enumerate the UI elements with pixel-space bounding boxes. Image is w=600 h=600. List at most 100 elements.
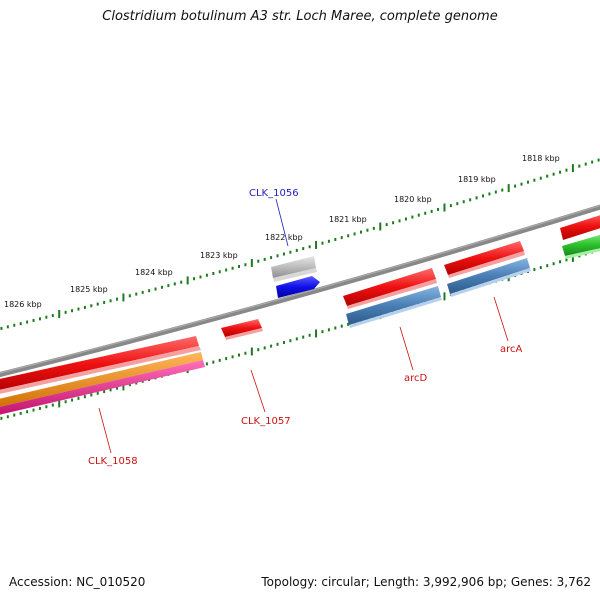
- ruler-minor-tick: [302, 335, 305, 339]
- ruler-minor-tick: [244, 263, 247, 267]
- gene-red-left: [0, 336, 201, 394]
- ruler-minor-tick: [205, 362, 208, 366]
- ruler-minor-tick: [437, 207, 440, 211]
- gene-arcd-steel: [346, 286, 442, 328]
- ruler-minor-tick: [282, 252, 285, 256]
- ruler-minor-tick: [26, 410, 29, 414]
- gene-orange-left: [0, 352, 203, 407]
- ruler-major-tick: [315, 329, 318, 338]
- ruler-minor-tick: [257, 348, 260, 352]
- genome-backbone-highlight: [0, 204, 600, 374]
- ruler-minor-tick: [180, 280, 183, 284]
- genome-backbone: [0, 204, 600, 378]
- ruler-minor-tick: [462, 200, 465, 204]
- ruler-minor-tick: [218, 270, 221, 274]
- ruler-major-tick: [507, 184, 510, 193]
- ruler-minor-tick: [327, 328, 330, 332]
- ruler-minor-tick: [449, 204, 452, 208]
- ruler-minor-tick: [308, 245, 311, 249]
- ruler-minor-tick: [103, 300, 106, 304]
- leader-clk-1058: [98, 407, 112, 454]
- ruler-minor-tick: [347, 322, 350, 326]
- gene-clk-1056-blue: [276, 276, 320, 298]
- ruler-major-tick: [571, 164, 574, 173]
- ruler-minor-tick: [19, 322, 22, 326]
- ruler-minor-tick: [116, 386, 118, 390]
- ruler-minor-tick: [520, 182, 523, 186]
- ruler-minor-tick: [109, 388, 112, 392]
- ruler-minor-tick: [514, 184, 517, 188]
- ruler-minor-tick: [71, 398, 74, 402]
- ruler-minor-tick: [32, 318, 35, 322]
- ruler-minor-tick: [270, 344, 273, 348]
- ruler-minor-tick: [77, 396, 80, 400]
- ruler-minor-tick: [295, 248, 298, 252]
- gene-arca-steel: [447, 258, 531, 297]
- ruler-minor-tick: [469, 198, 472, 202]
- ruler-minor-tick: [263, 346, 266, 350]
- ruler-major-tick: [58, 399, 61, 408]
- ruler-minor-tick: [539, 266, 542, 270]
- ruler-minor-tick: [456, 202, 459, 206]
- ruler-minor-tick: [64, 310, 67, 314]
- ruler-minor-tick: [270, 256, 273, 260]
- ruler-minor-tick: [128, 383, 131, 387]
- ruler-major-tick: [443, 292, 446, 301]
- ruler-minor-tick: [308, 333, 311, 337]
- ruler-minor-tick: [38, 317, 41, 321]
- ruler-minor-tick: [334, 326, 337, 330]
- ruler-minor-tick: [225, 268, 228, 272]
- ruler-minor-tick: [96, 302, 99, 306]
- ruler-minor-tick: [244, 351, 247, 355]
- ruler-minor-tick: [533, 178, 536, 182]
- ruler-minor-tick: [340, 236, 343, 240]
- ruler-minor-tick: [526, 180, 529, 184]
- ruler-minor-tick: [45, 315, 48, 319]
- ruler-minor-tick: [578, 164, 581, 168]
- ruler-minor-tick: [565, 258, 568, 262]
- ruler-minor-tick: [13, 413, 16, 417]
- ruler-minor-tick: [263, 257, 266, 261]
- ruler-minor-tick: [116, 297, 118, 301]
- ruler-minor-tick: [128, 294, 131, 298]
- ruler-label: 1819 kbp: [458, 175, 496, 184]
- ruler-major-tick: [443, 203, 446, 212]
- ruler-minor-tick: [83, 395, 86, 399]
- ruler-label: 1820 kbp: [394, 195, 432, 204]
- ruler-minor-tick: [148, 289, 151, 293]
- ruler-minor-tick: [404, 217, 407, 221]
- ruler-minor-tick: [417, 213, 420, 217]
- ruler-major-tick: [379, 222, 382, 231]
- ruler-label: 1826 kbp: [4, 300, 42, 309]
- ruler-minor-tick: [205, 273, 208, 277]
- ruler-minor-tick: [546, 174, 549, 178]
- accession-text: Accession: NC_010520: [9, 575, 146, 589]
- ruler-major-tick: [250, 258, 253, 267]
- ruler-minor-tick: [212, 271, 215, 275]
- gene-label-clk-1058: CLK_1058: [88, 456, 138, 467]
- ruler-minor-tick: [19, 411, 22, 415]
- ruler-minor-tick: [372, 226, 375, 230]
- ruler-minor-tick: [32, 408, 35, 412]
- ruler-minor-tick: [539, 176, 542, 180]
- ruler-minor-tick: [424, 211, 427, 215]
- ruler-minor-tick: [276, 254, 279, 258]
- ruler-major-tick: [122, 293, 125, 302]
- ruler-label: 1822 kbp: [265, 233, 303, 242]
- ruler-minor-tick: [160, 285, 163, 289]
- ruler-minor-tick: [96, 391, 99, 395]
- ruler-minor-tick: [289, 339, 292, 343]
- ruler-minor-tick: [366, 228, 369, 232]
- gene-clk-1057: [221, 319, 263, 340]
- ruler-minor-tick: [38, 406, 41, 410]
- ruler-minor-tick: [334, 237, 337, 241]
- ruler-minor-tick: [218, 358, 221, 362]
- ruler-minor-tick: [430, 209, 433, 213]
- ruler-minor-tick: [154, 287, 157, 291]
- leader-clk-1057: [250, 369, 266, 413]
- ruler-major-tick: [58, 309, 61, 318]
- ruler-minor-tick: [533, 268, 536, 272]
- ruler-major-tick: [250, 347, 253, 356]
- ruler-minor-tick: [6, 415, 9, 419]
- ruler-minor-tick: [302, 247, 305, 251]
